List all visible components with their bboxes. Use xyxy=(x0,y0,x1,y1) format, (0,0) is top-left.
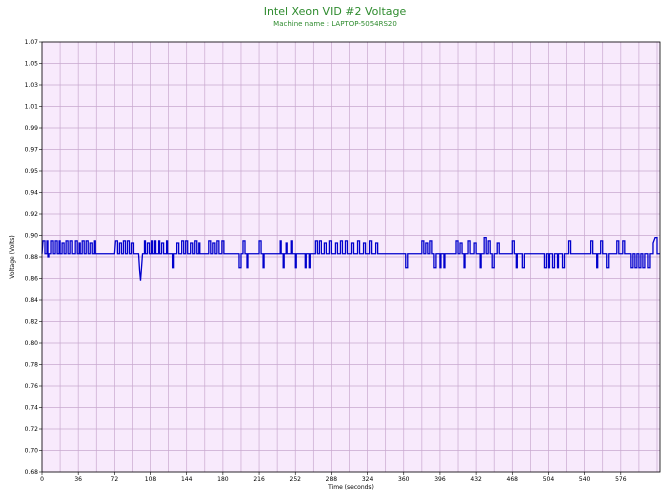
y-tick-label: 0.90 xyxy=(25,233,39,240)
x-tick-label: 144 xyxy=(181,476,193,483)
x-tick-label: 108 xyxy=(145,476,157,483)
y-tick-label: 1.01 xyxy=(25,104,39,111)
chart-title: Intel Xeon VID #2 Voltage xyxy=(263,5,407,18)
plot-border xyxy=(41,41,661,473)
y-axis-title: Voltage (Volts) xyxy=(9,235,16,279)
x-tick-label: 540 xyxy=(579,476,591,483)
x-axis-ticks: 0 36 72 108 144 180 216 252 288 324 360 396 432 468 50… xyxy=(40,472,627,483)
y-tick-label: 0.74 xyxy=(25,405,39,412)
voltage-series-line xyxy=(41,237,660,281)
y-tick-label: 0.99 xyxy=(25,125,39,132)
y-tick-label: 0.95 xyxy=(25,168,39,175)
y-tick-label: 0.70 xyxy=(25,448,39,455)
x-tick-label: 324 xyxy=(362,476,374,483)
x-tick-label: 504 xyxy=(543,476,555,483)
x-tick-label: 180 xyxy=(217,476,229,483)
y-tick-label: 0.72 xyxy=(25,426,39,433)
y-tick-label: 0.97 xyxy=(25,147,39,154)
grid-lines xyxy=(41,41,660,473)
y-tick-label: 0.88 xyxy=(25,254,39,261)
y-tick-label: 0.68 xyxy=(25,469,39,476)
y-tick-label: 0.82 xyxy=(25,319,39,326)
x-tick-label: 216 xyxy=(253,476,265,483)
y-tick-label: 0.78 xyxy=(25,362,39,369)
x-tick-label: 396 xyxy=(434,476,446,483)
x-tick-label: 468 xyxy=(507,476,519,483)
x-tick-label: 432 xyxy=(470,476,482,483)
y-tick-label: 0.80 xyxy=(25,340,39,347)
y-tick-label: 1.03 xyxy=(25,82,39,89)
y-tick-label: 1.07 xyxy=(25,39,39,46)
chart-subtitle: Machine name : LAPTOP-5054RS20 xyxy=(273,20,397,28)
x-tick-label: 288 xyxy=(326,476,338,483)
y-axis-ticks: 1.07 1.05 1.03 1.01 0.99 0.97 0.95 0.94 0.92 0.90… xyxy=(25,39,42,476)
x-tick-label: 72 xyxy=(111,476,119,483)
y-tick-label: 0.76 xyxy=(25,383,39,390)
y-tick-label: 0.94 xyxy=(25,190,39,197)
y-tick-label: 0.86 xyxy=(25,276,39,283)
x-tick-label: 576 xyxy=(615,476,627,483)
x-tick-label: 36 xyxy=(74,476,82,483)
y-tick-label: 1.05 xyxy=(25,61,39,68)
x-tick-label: 252 xyxy=(290,476,302,483)
y-tick-label: 0.92 xyxy=(25,211,39,218)
x-tick-label: 360 xyxy=(398,476,410,483)
y-tick-label: 0.84 xyxy=(25,297,39,304)
x-tick-label: 0 xyxy=(40,476,44,483)
x-axis-title: Time (seconds) xyxy=(327,484,374,491)
